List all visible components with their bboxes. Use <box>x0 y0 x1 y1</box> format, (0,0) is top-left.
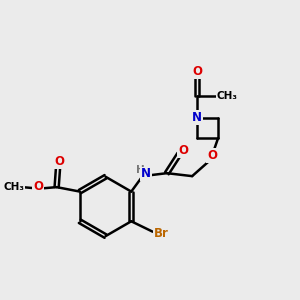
Text: O: O <box>207 149 217 162</box>
Text: O: O <box>33 180 43 193</box>
Text: N: N <box>192 111 202 124</box>
Text: H: H <box>136 165 145 175</box>
Text: O: O <box>192 65 202 78</box>
Text: Br: Br <box>154 227 169 240</box>
Text: O: O <box>55 155 64 168</box>
Text: N: N <box>141 167 151 180</box>
Text: CH₃: CH₃ <box>3 182 24 192</box>
Text: O: O <box>178 144 188 157</box>
Text: CH₃: CH₃ <box>216 91 237 101</box>
